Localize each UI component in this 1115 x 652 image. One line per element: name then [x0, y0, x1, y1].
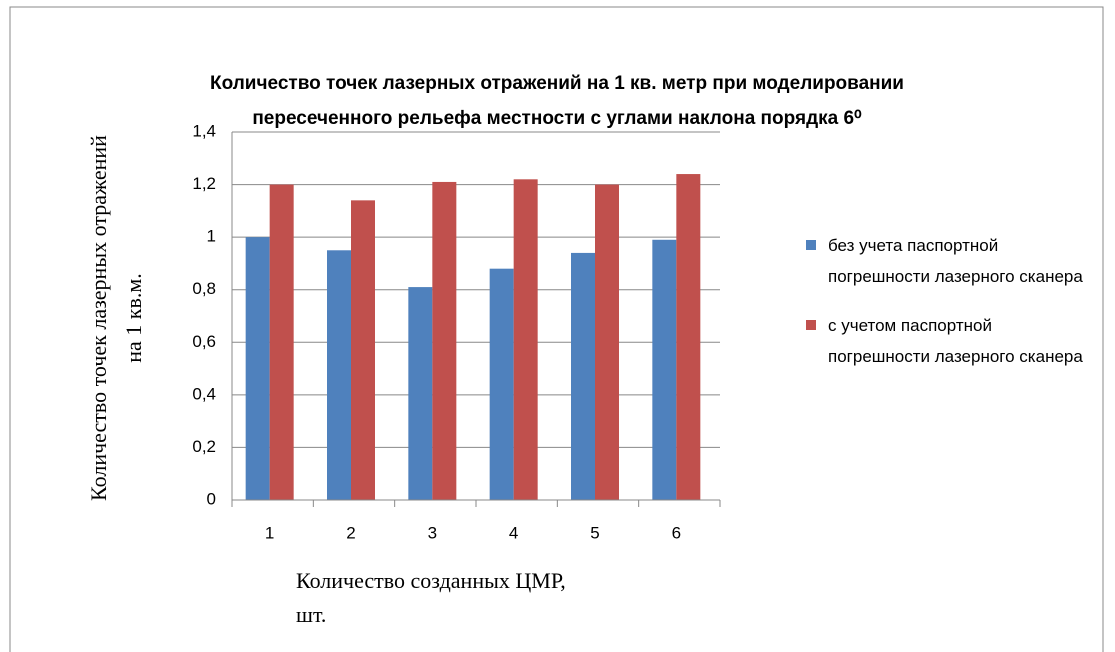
legend-swatch	[806, 320, 816, 330]
chart-title: Количество точек лазерных отражений на 1…	[210, 73, 904, 94]
y-tick-label: 0,8	[192, 279, 216, 298]
y-axis-label-line: Количество точек лазерных отражений	[86, 135, 111, 501]
x-tick-label: 6	[672, 523, 681, 542]
bar	[432, 181, 457, 500]
bar	[676, 174, 701, 501]
bar	[351, 200, 375, 501]
y-tick-label: 1	[207, 227, 216, 246]
legend-label: без учета паспортной погрешности лазерно…	[828, 236, 1083, 286]
y-axis-label-line: на 1 кв.м.	[121, 273, 146, 363]
y-tick-label: 1,4	[192, 121, 216, 140]
bar	[408, 287, 433, 500]
y-axis-label: Количество точек лазерных отражений на 1 …	[86, 135, 146, 501]
x-tick-label: 3	[428, 523, 437, 542]
bar	[595, 184, 619, 501]
x-tick-label: 5	[590, 523, 599, 542]
chart-title: пересеченного рельефа местности с углами…	[252, 108, 862, 129]
y-tick-label: 0	[207, 489, 216, 508]
x-tick-label: 1	[265, 523, 274, 542]
chart-border	[9, 6, 1104, 652]
x-axis-label: шт.	[296, 602, 326, 627]
bar	[489, 268, 514, 500]
legend-item: без учета паспортной погрешности лазерно…	[806, 230, 1096, 292]
y-tick-label: 0,2	[192, 437, 216, 456]
legend-label: с учетом паспортной погрешности лазерног…	[828, 316, 1083, 366]
bar	[571, 252, 595, 500]
x-tick-label: 4	[509, 523, 518, 542]
bar	[245, 237, 270, 500]
x-axis-label: Количество созданных ЦМР,	[296, 568, 566, 593]
y-tick-label: 1,2	[192, 174, 216, 193]
y-tick-label: 0,6	[192, 332, 216, 351]
bar	[513, 179, 538, 501]
y-tick-label: 0,4	[192, 384, 216, 403]
legend-swatch	[806, 240, 816, 250]
bar	[269, 184, 294, 501]
legend: без учета паспортной погрешности лазерно…	[806, 230, 1096, 390]
x-tick-label: 2	[346, 523, 355, 542]
bar	[327, 250, 351, 500]
legend-item: с учетом паспортной погрешности лазерног…	[806, 310, 1096, 372]
bar	[652, 239, 677, 500]
